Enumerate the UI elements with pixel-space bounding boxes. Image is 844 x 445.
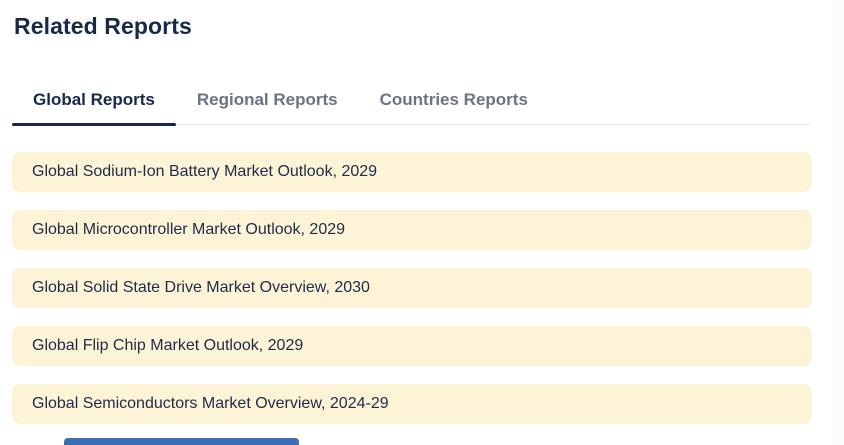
page-edge-strip	[832, 0, 844, 445]
report-link-solid-state-drive[interactable]: Global Solid State Drive Market Overview…	[12, 268, 812, 308]
report-list: Global Sodium-Ion Battery Market Outlook…	[12, 152, 812, 442]
report-link-sodium-ion-battery[interactable]: Global Sodium-Ion Battery Market Outlook…	[12, 152, 812, 192]
tab-regional-reports[interactable]: Regional Reports	[176, 82, 359, 124]
report-link-semiconductors[interactable]: Global Semiconductors Market Overview, 2…	[12, 384, 812, 424]
tab-countries-reports[interactable]: Countries Reports	[359, 82, 549, 124]
report-link-microcontroller[interactable]: Global Microcontroller Market Outlook, 2…	[12, 210, 812, 250]
cutoff-blue-element[interactable]	[64, 438, 299, 445]
tab-global-reports[interactable]: Global Reports	[12, 82, 176, 126]
report-link-flip-chip[interactable]: Global Flip Chip Market Outlook, 2029	[12, 326, 812, 366]
report-tabs: Global Reports Regional Reports Countrie…	[12, 82, 810, 126]
page-title: Related Reports	[14, 13, 192, 39]
